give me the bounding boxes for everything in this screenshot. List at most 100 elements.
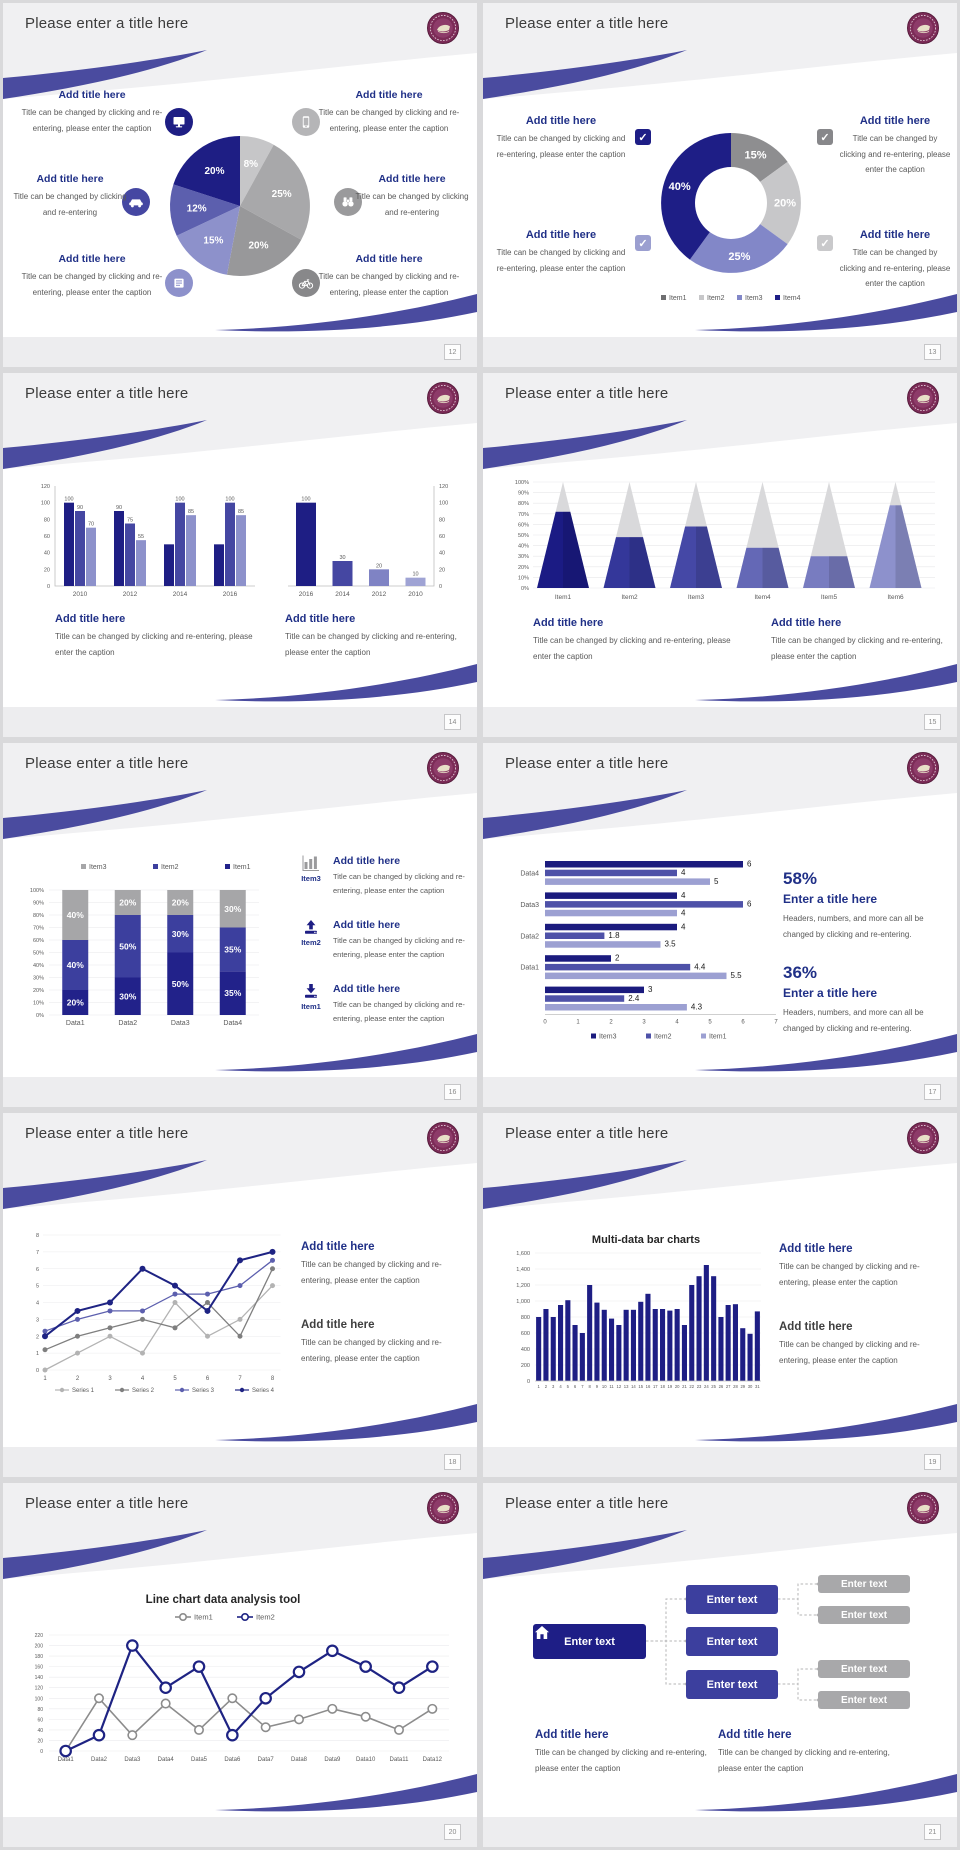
slide-14[interactable]: Please enter a title here 0 20 40 60 80 100 12… bbox=[3, 373, 477, 737]
org-mid-box: Enter text bbox=[686, 1670, 778, 1699]
slide-background bbox=[3, 1113, 477, 1477]
svg-text:2012: 2012 bbox=[372, 591, 387, 598]
svg-text:4.3: 4.3 bbox=[691, 1003, 703, 1012]
svg-text:30%: 30% bbox=[172, 929, 189, 939]
slide-20[interactable]: Please enter a title here Line chart dat… bbox=[3, 1483, 477, 1847]
svg-text:70%: 70% bbox=[518, 512, 529, 518]
svg-text:0%: 0% bbox=[36, 1013, 44, 1019]
svg-text:80: 80 bbox=[37, 1707, 43, 1713]
caption-text: Title can be changed by clicking and re-… bbox=[779, 1340, 920, 1365]
svg-text:2: 2 bbox=[36, 1334, 39, 1340]
slide-title: Please enter a title here bbox=[505, 1125, 669, 1142]
caption-text: Title can be changed by clicking and re-… bbox=[55, 632, 253, 657]
caption-text: Title can be changed by clicking and re-… bbox=[301, 1338, 442, 1363]
svg-text:Item2: Item2 bbox=[301, 938, 321, 947]
svg-text:80: 80 bbox=[44, 517, 50, 523]
caption-text: Title can be changed by clicking and re-… bbox=[13, 192, 127, 217]
svg-text:4: 4 bbox=[36, 1301, 39, 1307]
svg-text:2: 2 bbox=[609, 1020, 613, 1026]
add-title-heading: Add title here bbox=[301, 1319, 375, 1331]
svg-text:20: 20 bbox=[675, 1384, 680, 1389]
top-swoosh bbox=[483, 790, 687, 839]
callout-left-mid: Add title here Title can be changed by cl… bbox=[9, 173, 131, 220]
top-swoosh bbox=[3, 1530, 207, 1579]
svg-text:30%: 30% bbox=[33, 976, 44, 982]
slide-13[interactable]: Please enter a title here 15% 20% 25% 40% It… bbox=[483, 3, 957, 367]
caption-text: Title can be changed by clicking and re-… bbox=[333, 872, 465, 896]
book-icon bbox=[174, 278, 184, 288]
org-leaf-box: Enter text bbox=[818, 1660, 910, 1678]
svg-text:4: 4 bbox=[559, 1384, 562, 1389]
slide-content: 0% 10% 20% 30% 40% 50% 60% 70% 80% 90% 100% 20% 40% 4… bbox=[3, 743, 477, 1107]
add-title-heading: Add title here bbox=[533, 617, 604, 629]
caption-right: Add title here Title can be changed by cl… bbox=[718, 1729, 890, 1776]
svg-text:120: 120 bbox=[35, 1686, 44, 1692]
chart-canvas: Multi-data bar charts 0 200 400 600 800 1,000 1… bbox=[516, 1234, 761, 1389]
svg-text:Data12: Data12 bbox=[423, 1757, 443, 1763]
svg-text:5: 5 bbox=[708, 1020, 712, 1026]
university-badge-logo bbox=[427, 1492, 459, 1524]
slide-15[interactable]: Please enter a title here 0% 10% 20% 30% 40%… bbox=[483, 373, 957, 737]
svg-text:Item3: Item3 bbox=[599, 1034, 617, 1041]
callout-right-top: Add title here Title can be changed by cl… bbox=[315, 89, 463, 136]
svg-text:0: 0 bbox=[47, 584, 50, 590]
chart-canvas: Data4 6 4 5 Data3 4 6 4 Data2 4 1.8 3.5 Data1 2 4.4 5.5… bbox=[520, 860, 778, 1041]
svg-text:90%: 90% bbox=[33, 901, 44, 907]
slide-19[interactable]: Please enter a title here Multi-data bar… bbox=[483, 1113, 957, 1477]
svg-text:60: 60 bbox=[439, 534, 445, 540]
caption-bottom: Add title here Title can be changed by cl… bbox=[779, 1321, 947, 1368]
slide-16[interactable]: Please enter a title here 0% 10% 20% 30% 40%… bbox=[3, 743, 477, 1107]
university-badge-logo bbox=[907, 12, 939, 44]
svg-text:1: 1 bbox=[576, 1020, 580, 1026]
svg-text:3: 3 bbox=[642, 1020, 646, 1026]
add-title-heading: Add title here bbox=[378, 173, 446, 185]
svg-text:8: 8 bbox=[36, 1233, 39, 1239]
page-number: 20 bbox=[444, 1824, 461, 1840]
svg-text:20%: 20% bbox=[172, 898, 189, 908]
svg-text:Data2: Data2 bbox=[520, 933, 539, 940]
svg-text:Data8: Data8 bbox=[291, 1757, 308, 1763]
slide-content: Enter text Enter text Enter text Enter text… bbox=[483, 1483, 957, 1847]
caption-text: Title can be changed by clicking and re-… bbox=[779, 1262, 920, 1287]
svg-text:✓: ✓ bbox=[638, 132, 647, 144]
svg-text:Item4: Item4 bbox=[754, 594, 771, 601]
svg-text:Series 4: Series 4 bbox=[252, 1388, 275, 1394]
svg-text:6: 6 bbox=[747, 860, 752, 869]
monitor-icon bbox=[173, 117, 185, 128]
bottom-swoosh bbox=[215, 1404, 477, 1442]
callout-right-bottom: Add title here Title can be changed by cl… bbox=[315, 253, 463, 300]
svg-text:Item3: Item3 bbox=[688, 594, 705, 601]
svg-text:Data5: Data5 bbox=[191, 1757, 208, 1763]
slide-background bbox=[483, 743, 957, 1107]
feature-row: Add title here Title can be changed by cl… bbox=[333, 855, 469, 899]
caption-left: Add title here Title can be changed by cl… bbox=[535, 1729, 707, 1776]
enter-text-label: Enter text bbox=[706, 1593, 758, 1606]
slide-21[interactable]: Please enter a title here Enter text Ente… bbox=[483, 1483, 957, 1847]
caption-text: Title can be changed by clicking and re-… bbox=[718, 1748, 890, 1773]
page-number: 16 bbox=[444, 1084, 461, 1100]
caption-text: Title can be changed by clicking and re-… bbox=[839, 134, 951, 175]
caption-text: Title can be changed by clicking and re-… bbox=[318, 108, 460, 133]
svg-text:Item3: Item3 bbox=[745, 295, 763, 302]
svg-text:3: 3 bbox=[36, 1317, 39, 1323]
svg-text:25: 25 bbox=[711, 1384, 716, 1389]
top-swoosh bbox=[483, 1530, 687, 1579]
stat-block: 36% Enter a title here Headers, numbers, a… bbox=[783, 963, 945, 1036]
org-leaf-box: Enter text bbox=[818, 1575, 910, 1593]
slide-17[interactable]: Please enter a title here Data4 6 4 5 Data3 4… bbox=[483, 743, 957, 1107]
caption-text: Title can be changed by clicking and re-… bbox=[496, 248, 626, 273]
svg-text:Series 1: Series 1 bbox=[72, 1388, 95, 1394]
single-bar-chart: 0 20 40 60 80 100 120 100 2016 30 2014 20 2012 10 2010 bbox=[288, 484, 448, 598]
svg-text:50%: 50% bbox=[119, 941, 136, 951]
svg-text:70: 70 bbox=[88, 522, 94, 528]
top-swoosh bbox=[483, 420, 687, 469]
slide-12[interactable]: Please enter a title here 8% 25% 20% 15% 12%… bbox=[3, 3, 477, 367]
svg-text:Item1: Item1 bbox=[555, 594, 572, 601]
slide-title: Please enter a title here bbox=[25, 1495, 189, 1512]
svg-text:20: 20 bbox=[439, 567, 445, 573]
add-title-heading: Add title here bbox=[355, 253, 423, 265]
svg-text:4: 4 bbox=[681, 922, 686, 931]
